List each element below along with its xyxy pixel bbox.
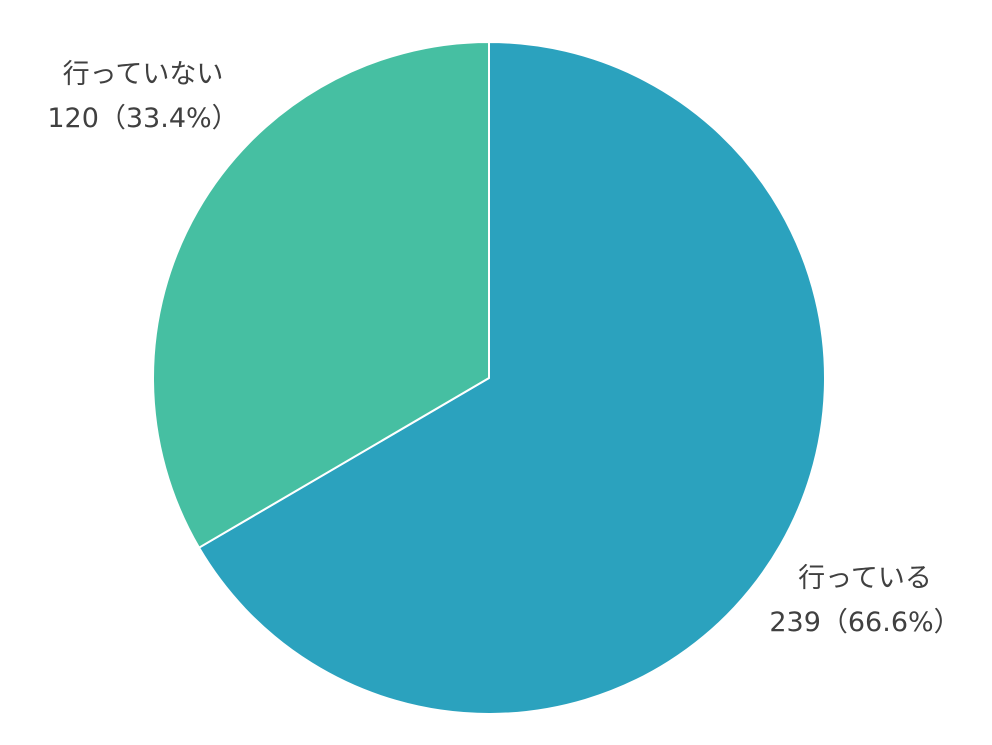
slice-label-value: 120（33.4%） [47, 103, 239, 134]
slice-label-value: 239（66.6%） [769, 607, 961, 638]
slice-label-category: 行っていない [62, 59, 224, 90]
slice-label-category: 行っている [798, 563, 932, 594]
slice-label-doing: 行っている 239（66.6%） [760, 557, 970, 645]
pie-slices [152, 41, 827, 715]
slice-label-not-doing: 行っていない 120（33.4%） [38, 53, 248, 141]
pie-slice-not-doing [152, 41, 490, 549]
pie-slice-doing [198, 41, 827, 715]
